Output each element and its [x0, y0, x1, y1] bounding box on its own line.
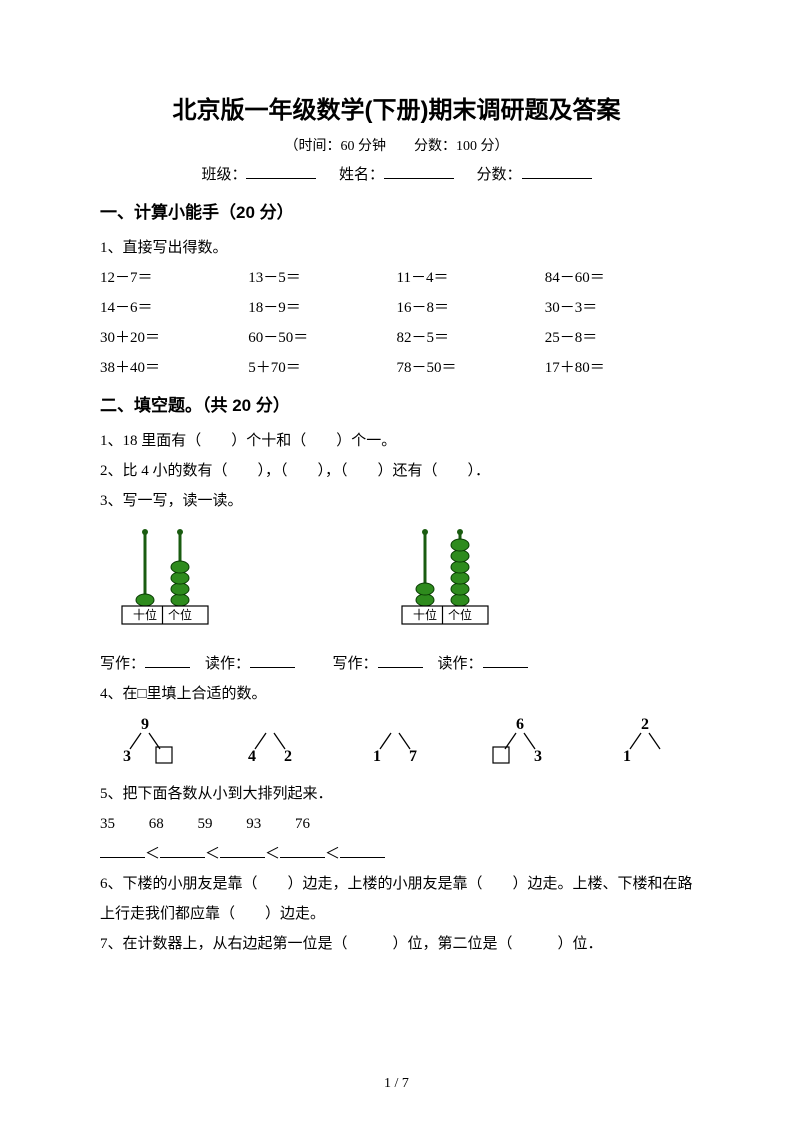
section2-q4: 4、在□里填上合适的数。 [100, 679, 693, 709]
svg-text:2: 2 [284, 748, 292, 765]
eq-cell: 38＋40＝ [100, 353, 248, 383]
order-blank[interactable] [160, 842, 205, 858]
eq-cell: 30－3＝ [545, 293, 693, 323]
section2-q3: 3、写一写，读一读。 [100, 486, 693, 516]
svg-text:3: 3 [123, 748, 131, 765]
abacus-right: 十位个位 [390, 526, 500, 631]
eq-cell: 12－7＝ [100, 263, 248, 293]
eq-cell: 14－6＝ [100, 293, 248, 323]
num: 59 [198, 816, 213, 832]
svg-text:6: 6 [516, 717, 524, 733]
section2-q5-nums: 35 68 59 93 76 [100, 809, 693, 839]
read-label: 读作： [438, 656, 483, 672]
order-blank[interactable] [340, 842, 385, 858]
eq-cell: 82－5＝ [397, 323, 545, 353]
svg-text:个位: 个位 [168, 607, 192, 622]
section1-q1: 1、直接写出得数。 [100, 233, 693, 263]
svg-text:十位: 十位 [133, 607, 157, 622]
eq-cell: 78－50＝ [397, 353, 545, 383]
page-title: 北京版一年级数学(下册)期末调研题及答案 [100, 90, 693, 125]
num: 93 [246, 816, 261, 832]
number-bond: 63 [485, 717, 555, 769]
order-blank[interactable] [280, 842, 325, 858]
abacus-row: 十位个位 十位个位 [110, 526, 693, 631]
number-bond: 17 [360, 717, 430, 769]
section2-q5a: 5、把下面各数从小到大排列起来． [100, 779, 693, 809]
eq-cell: 84－60＝ [545, 263, 693, 293]
abacus-left: 十位个位 [110, 526, 220, 631]
section2-q5-order: ＜＜＜＜ [100, 839, 693, 869]
eq-cell: 30＋20＝ [100, 323, 248, 353]
eq-row-3: 38＋40＝ 5＋70＝ 78－50＝ 17＋80＝ [100, 353, 693, 383]
write-blank[interactable] [378, 652, 423, 668]
eq-cell: 5＋70＝ [248, 353, 396, 383]
write-label: 写作： [100, 656, 145, 672]
score-label: 分数： [477, 167, 522, 183]
bonds-row: 9342176321 [110, 717, 693, 769]
eq-cell: 25－8＝ [545, 323, 693, 353]
order-blank[interactable] [220, 842, 265, 858]
read-label: 读作： [205, 656, 250, 672]
page-footer: 1 / 7 [0, 1076, 793, 1092]
svg-text:十位: 十位 [413, 607, 437, 622]
svg-text:9: 9 [141, 717, 149, 733]
name-label: 姓名： [339, 167, 384, 183]
write-blank[interactable] [145, 652, 190, 668]
score-blank[interactable] [522, 163, 592, 179]
eq-cell: 16－8＝ [397, 293, 545, 323]
svg-text:个位: 个位 [448, 607, 472, 622]
number-bond: 93 [110, 717, 180, 769]
eq-cell: 60－50＝ [248, 323, 396, 353]
section2-head: 二、填空题。（共 20 分） [100, 391, 693, 416]
page-subtitle: （时间：60 分钟 分数：100 分） [100, 135, 693, 155]
num: 35 [100, 816, 115, 832]
write-read-row: 写作： 读作： 写作： 读作： [100, 649, 693, 679]
eq-cell: 17＋80＝ [545, 353, 693, 383]
number-bond: 21 [610, 717, 680, 769]
svg-text:3: 3 [534, 748, 542, 765]
svg-text:4: 4 [248, 748, 256, 765]
page: 北京版一年级数学(下册)期末调研题及答案 （时间：60 分钟 分数：100 分）… [0, 0, 793, 1122]
eq-cell: 11－4＝ [397, 263, 545, 293]
section1-head: 一、计算小能手（20 分） [100, 198, 693, 223]
eq-row-0: 12－7＝ 13－5＝ 11－4＝ 84－60＝ [100, 263, 693, 293]
order-blank[interactable] [100, 842, 145, 858]
section2-q1: 1、18 里面有（ ）个十和（ ）个一。 [100, 426, 693, 456]
section2-q7: 7、在计数器上，从右边起第一位是（ ）位，第二位是（ ）位． [100, 929, 693, 959]
svg-text:1: 1 [373, 748, 381, 765]
class-label: 班级： [201, 167, 246, 183]
number-bond: 42 [235, 717, 305, 769]
class-blank[interactable] [246, 163, 316, 179]
svg-text:7: 7 [409, 748, 417, 765]
info-line: 班级： 姓名： 分数： [100, 163, 693, 184]
section2-q2: 2、比 4 小的数有（ ），（ ），（ ）还有（ ）． [100, 456, 693, 486]
num: 68 [149, 816, 164, 832]
svg-text:2: 2 [641, 717, 649, 733]
num: 76 [295, 816, 310, 832]
section2-q6: 6、下楼的小朋友是靠（ ）边走，上楼的小朋友是靠（ ）边走。上楼、下楼和在路上行… [100, 869, 693, 929]
eq-row-1: 14－6＝ 18－9＝ 16－8＝ 30－3＝ [100, 293, 693, 323]
read-blank[interactable] [483, 652, 528, 668]
svg-text:1: 1 [623, 748, 631, 765]
write-label: 写作： [333, 656, 378, 672]
name-blank[interactable] [384, 163, 454, 179]
eq-row-2: 30＋20＝ 60－50＝ 82－5＝ 25－8＝ [100, 323, 693, 353]
eq-cell: 13－5＝ [248, 263, 396, 293]
eq-cell: 18－9＝ [248, 293, 396, 323]
read-blank[interactable] [250, 652, 295, 668]
